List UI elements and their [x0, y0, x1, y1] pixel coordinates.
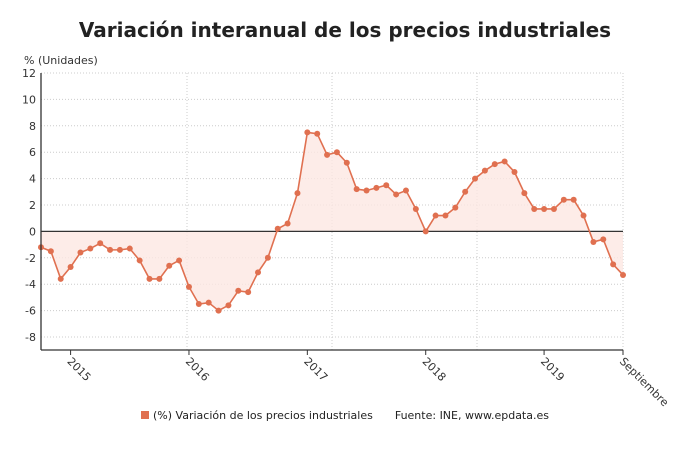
data-point: [531, 205, 538, 212]
y-tick-label: 0: [29, 225, 36, 238]
data-point: [264, 254, 271, 261]
data-point: [501, 158, 508, 165]
data-point: [541, 205, 548, 212]
data-point: [442, 212, 449, 219]
data-point: [255, 269, 262, 276]
data-point: [343, 159, 350, 166]
data-point: [57, 275, 64, 282]
y-tick-label: 2: [29, 199, 36, 212]
y-tick-label: 8: [29, 120, 36, 133]
data-point: [383, 182, 390, 189]
data-point: [580, 212, 587, 219]
data-point: [412, 205, 419, 212]
data-point: [472, 175, 479, 182]
data-point: [126, 245, 133, 252]
data-point: [284, 220, 291, 227]
data-point: [136, 257, 143, 264]
y-tick-label: -4: [25, 278, 36, 291]
y-axis-label: % (Unidades): [24, 54, 98, 67]
data-point: [560, 196, 567, 203]
y-tick-label: 6: [29, 146, 36, 159]
data-point: [590, 238, 597, 245]
y-tick-label: 4: [29, 173, 36, 186]
data-point: [77, 249, 84, 256]
data-point: [570, 196, 577, 203]
data-point: [166, 262, 173, 269]
data-point: [176, 257, 183, 264]
data-point: [294, 190, 301, 197]
x-tick-label: 2019: [538, 355, 567, 384]
data-point: [363, 187, 370, 194]
data-point: [274, 225, 281, 232]
data-point: [195, 301, 202, 307]
x-tick-label: Septiembre: [617, 355, 671, 409]
x-tick-label: 2018: [420, 355, 449, 384]
data-point: [511, 169, 518, 175]
data-point: [402, 187, 409, 194]
data-point: [432, 212, 439, 219]
data-point: [610, 261, 617, 268]
data-point: [422, 228, 429, 235]
data-point: [324, 151, 331, 158]
data-point: [146, 275, 153, 282]
y-tick-label: -2: [25, 252, 36, 265]
data-point: [620, 271, 626, 278]
data-point: [205, 299, 212, 306]
data-point: [235, 287, 242, 294]
data-point: [67, 264, 74, 271]
legend: (%) Variación de los precios industriale…: [0, 409, 690, 422]
data-point: [97, 240, 104, 247]
data-point: [245, 289, 252, 296]
data-point: [107, 246, 114, 253]
data-point: [87, 245, 94, 252]
x-tick-label: 2015: [64, 355, 93, 384]
y-tick-label: 12: [22, 67, 36, 80]
chart-title: Variación interanual de los precios indu…: [78, 18, 612, 42]
data-point: [393, 191, 400, 198]
source-text: Fuente: INE, www.epdata.es: [394, 409, 549, 422]
y-tick-label: 10: [22, 93, 36, 106]
data-point: [353, 186, 360, 193]
data-point: [333, 149, 340, 156]
y-tick-label: -8: [25, 331, 36, 344]
x-tick-label: 2016: [183, 355, 212, 384]
data-point: [373, 184, 380, 191]
data-point: [47, 248, 54, 255]
data-point: [452, 204, 459, 211]
data-point: [462, 188, 469, 195]
data-point: [304, 129, 311, 136]
data-point: [185, 283, 192, 290]
legend-swatch: [141, 411, 150, 419]
data-point: [491, 161, 498, 168]
data-point: [215, 307, 222, 314]
data-point: [550, 205, 557, 212]
data-point: [156, 275, 163, 282]
data-point: [116, 246, 123, 253]
data-point: [314, 130, 321, 137]
x-tick-label: 2017: [301, 355, 330, 384]
data-point: [521, 190, 528, 197]
data-point: [225, 302, 232, 309]
legend-label: (%) Variación de los precios industriale…: [153, 409, 373, 422]
data-point: [600, 236, 607, 243]
data-point: [481, 167, 488, 174]
y-tick-label: -6: [25, 305, 36, 318]
